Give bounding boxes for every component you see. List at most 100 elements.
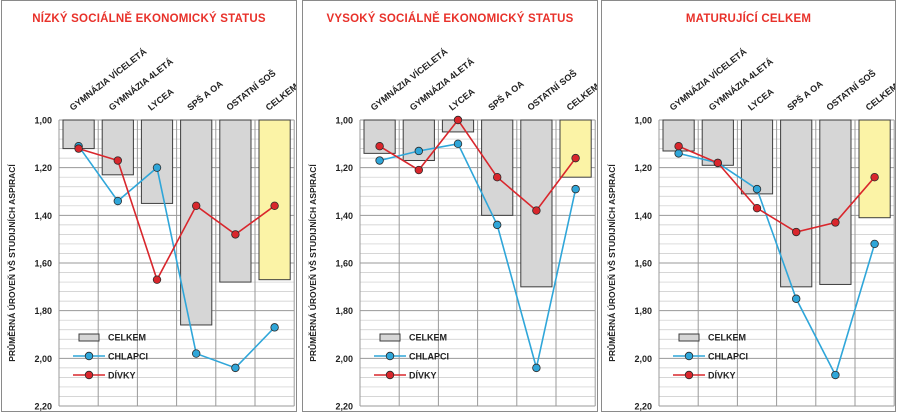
y-tick-label: 1,20 <box>335 163 353 173</box>
point-divky <box>152 275 162 284</box>
y-tick-label: 1,60 <box>335 259 353 269</box>
y-tick-label: 2,20 <box>335 402 353 412</box>
point-divky <box>74 144 83 153</box>
point-divky <box>831 218 840 227</box>
point-divky <box>375 142 384 151</box>
chart-title: VYSOKÝ SOCIÁLNĚ EKONOMICKÝ STATUS <box>326 13 574 25</box>
point-chlapci <box>571 184 580 194</box>
legend-label: CELKEM <box>108 333 146 343</box>
legend-swatch-bar <box>78 333 100 342</box>
legend-label: DÍVKY <box>108 371 136 381</box>
y-tick-label: 1,80 <box>634 306 652 316</box>
point-chlapci <box>113 196 122 206</box>
category-label: GYMNÁZIA 4LETÁ <box>408 56 477 113</box>
point-chlapci <box>831 370 840 380</box>
y-tick-label: 1,00 <box>335 116 353 126</box>
legend-swatch-marker <box>385 351 395 361</box>
legend-label: CHLAPCI <box>409 352 449 362</box>
category-label: CELKEM <box>864 81 896 112</box>
point-divky <box>414 165 423 175</box>
point-divky <box>752 203 762 213</box>
category-label: LYCEA <box>746 86 776 112</box>
legend-swatch-marker <box>684 351 694 361</box>
point-chlapci <box>191 349 201 358</box>
category-label: LYCEA <box>146 86 176 112</box>
bar-gymnazia-4leta <box>101 119 134 176</box>
y-tick-label: 1,60 <box>34 259 52 269</box>
bar-sps-a-oa <box>780 119 813 288</box>
legend-label: DÍVKY <box>409 371 437 381</box>
category-label: LYCEA <box>447 86 477 112</box>
category-label: SPŠ A OA <box>185 78 226 113</box>
y-tick-label: 1,20 <box>34 163 52 173</box>
chart-panel-high-ses: VYSOKÝ SOCIÁLNĚ EKONOMICKÝ STATUS 1,00 1,… <box>302 0 598 412</box>
bar-lycea <box>740 119 774 195</box>
bar-sps-a-oa <box>180 119 213 326</box>
bar-ostatni-sos <box>520 119 553 288</box>
bar-lycea <box>140 119 174 204</box>
legend-swatch-marker <box>84 351 94 361</box>
legend-swatch-bar <box>379 333 401 342</box>
legend-swatch-marker <box>684 370 694 380</box>
series-line-chlapci <box>678 152 876 378</box>
y-axis-title: PRŮMĚRNÁ ÚROVEŇ VŠ STUDIJNÍCH ASPIRACÍ <box>606 164 617 362</box>
category-label: CELKEM <box>264 81 297 112</box>
y-tick-label: 2,00 <box>335 354 353 364</box>
legend-label: CHLAPCI <box>708 352 748 362</box>
series-line-divky <box>678 145 876 233</box>
legend-swatch-bar <box>678 333 700 342</box>
y-tick-label: 2,20 <box>34 402 52 412</box>
legend-swatch-marker <box>84 370 94 380</box>
category-label: CELKEM <box>565 81 598 112</box>
bar-ostatni-sos <box>819 119 852 285</box>
point-chlapci <box>870 239 879 249</box>
series-line-chlapci <box>77 145 276 369</box>
y-tick-label: 1,40 <box>34 211 52 221</box>
point-divky <box>492 172 502 182</box>
category-label: GYMNÁZIA 4LETÁ <box>707 56 776 113</box>
y-tick-label: 1,00 <box>34 116 52 126</box>
category-label: GYMNÁZIA 4LETÁ <box>107 56 176 113</box>
category-label: SPŠ A OA <box>486 78 527 113</box>
category-label: SPŠ A OA <box>785 78 826 113</box>
point-chlapci <box>231 363 240 373</box>
point-chlapci <box>375 156 384 165</box>
y-tick-label: 1,40 <box>335 211 353 221</box>
bar-ostatni-sos <box>219 119 252 283</box>
y-tick-label: 1,80 <box>335 306 353 316</box>
y-tick-label: 2,20 <box>634 402 652 412</box>
point-divky <box>791 227 801 237</box>
legend-label: CHLAPCI <box>108 352 148 362</box>
y-tick-label: 2,00 <box>634 354 652 364</box>
legend-label: CELKEM <box>708 333 746 343</box>
bar-sps-a-oa <box>481 119 514 216</box>
point-chlapci <box>492 220 502 230</box>
bar-celkem <box>858 119 891 219</box>
legend-label: CELKEM <box>409 333 447 343</box>
legend-swatch-marker <box>385 370 395 380</box>
chart-title: NÍZKÝ SOCIÁLNĚ EKONOMICKÝ STATUS <box>32 13 266 25</box>
chart-panel-total: MATURUJÍCÍ CELKEM 1,00 1,20 1,40 1,60 1,80 2,… <box>601 0 896 412</box>
chart-panel-low-ses: NÍZKÝ SOCIÁLNĚ EKONOMICKÝ STATUS 1,00 1,2… <box>1 0 297 412</box>
y-tick-label: 1,00 <box>634 116 652 126</box>
point-chlapci <box>453 139 463 149</box>
bar-celkem <box>559 119 592 178</box>
point-chlapci <box>674 149 683 158</box>
point-divky <box>674 142 683 151</box>
bar-gymnazia-4leta <box>701 119 734 166</box>
point-chlapci <box>532 363 541 373</box>
point-chlapci <box>152 163 162 172</box>
point-chlapci <box>414 146 423 156</box>
y-tick-label: 2,00 <box>34 354 52 364</box>
bar-celkem <box>258 119 291 281</box>
point-divky <box>453 115 463 125</box>
point-divky <box>231 230 240 239</box>
point-divky <box>113 156 122 165</box>
series-line-divky <box>78 147 276 282</box>
point-divky <box>270 201 279 210</box>
y-axis-title: PRŮMĚRNÁ ÚROVEŇ VŠ STUDIJNÍCH ASPIRACÍ <box>6 164 17 362</box>
y-axis-title: PRŮMĚRNÁ ÚROVEŇ VŠ STUDIJNÍCH ASPIRACÍ <box>307 164 318 362</box>
y-tick-label: 1,80 <box>34 306 52 316</box>
